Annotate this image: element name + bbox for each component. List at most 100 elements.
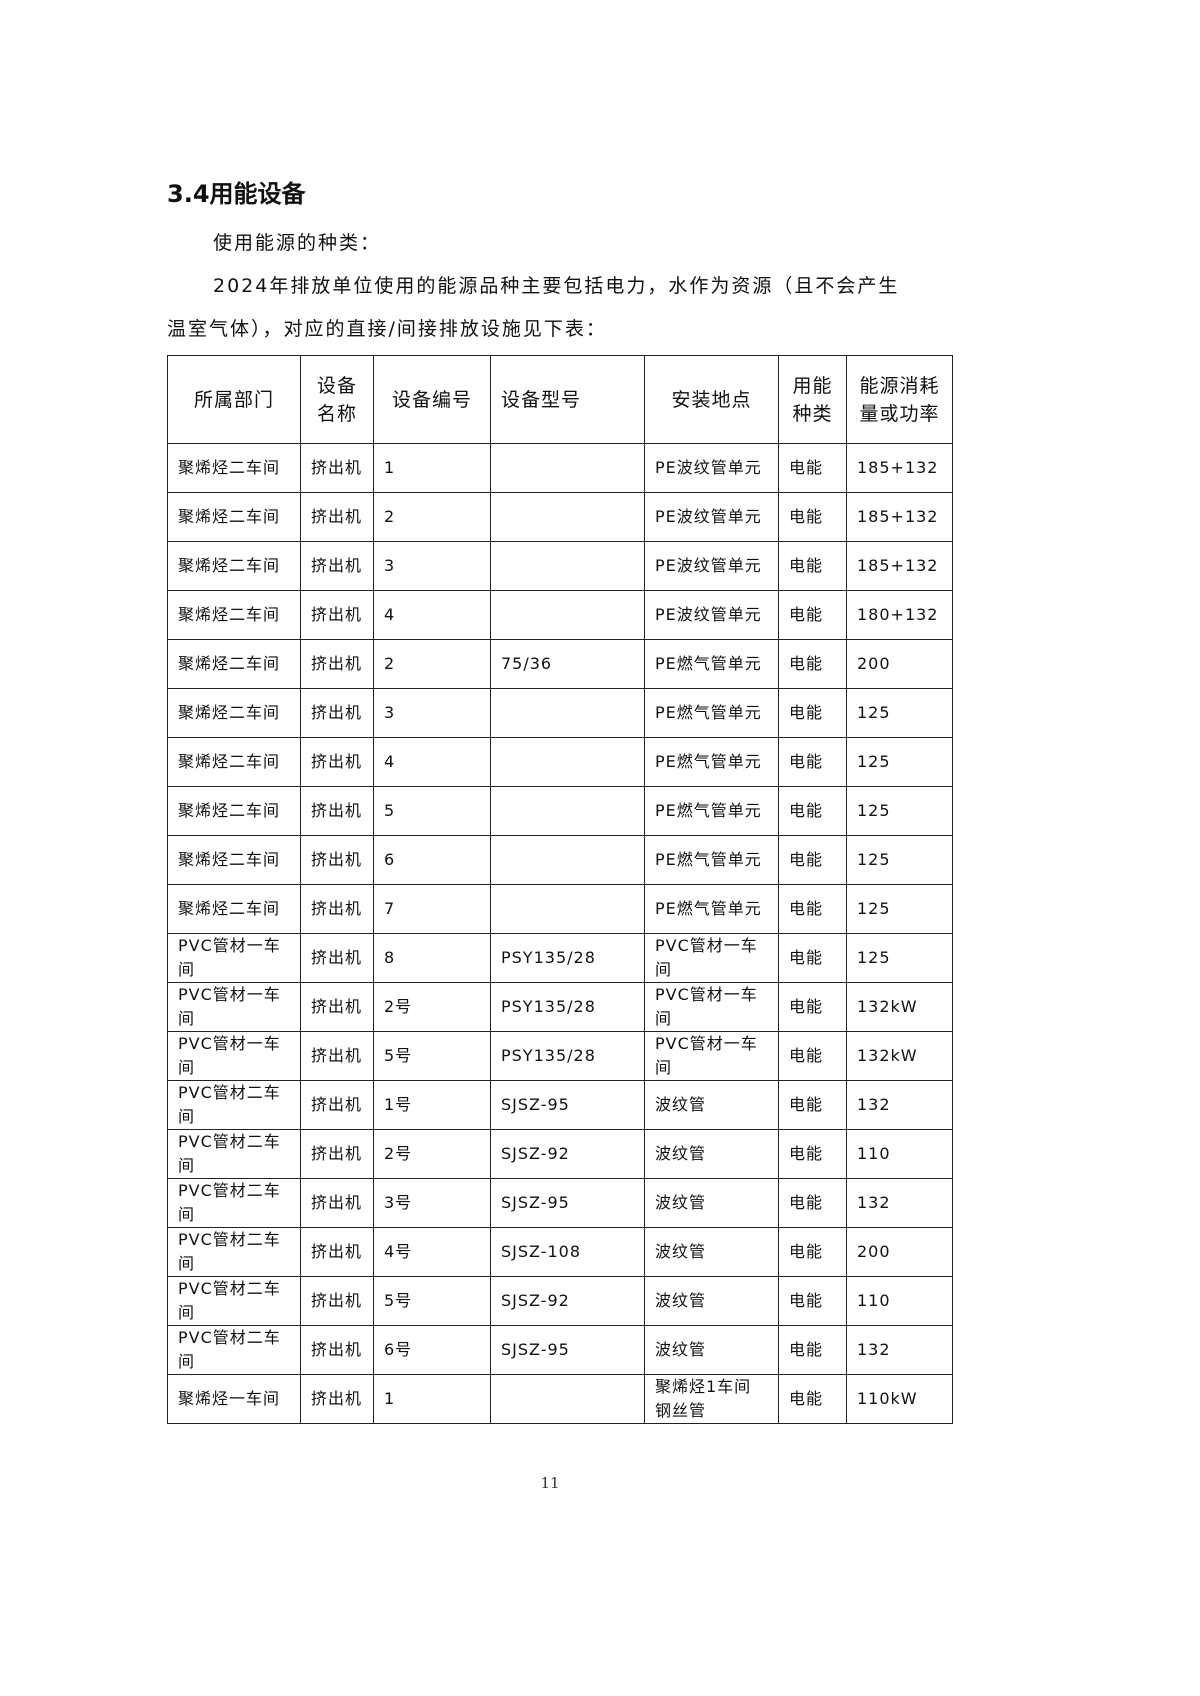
paragraph-energy-types: 使用能源的种类： (213, 232, 382, 254)
table-cell (490, 590, 645, 640)
table-cell: 125 (846, 737, 953, 787)
table-row: 聚烯烃二车间 挤出机 3 PE燃气管单元 电能 125 (167, 688, 953, 738)
equipment-table: 所属部门 设备名称 设备编号 设备型号 安装地点 用能种类 能源消耗量或功率 聚烯烃二车间挤… (167, 355, 953, 1424)
paragraph-line-2: 温室气体），对应的直接/间接排放设施见下表： (167, 318, 607, 340)
table-cell: SJSZ-95 (490, 1178, 645, 1228)
table-cell: 电能 (778, 884, 847, 934)
table-cell: 125 (846, 835, 953, 885)
table-cell: 聚烯烃二车间 (167, 884, 301, 934)
table-cell: 电能 (778, 492, 847, 542)
table-cell: 4 (373, 590, 491, 640)
table-cell: 聚烯烃二车间 (167, 590, 301, 640)
table-cell: 挤出机 (300, 1080, 374, 1130)
table-cell: PVC管材二车间 (167, 1129, 301, 1179)
table-cell: 电能 (778, 933, 847, 983)
table-cell: 聚烯烃一车间 (167, 1374, 301, 1424)
table-cell: 电能 (778, 443, 847, 493)
table-row: PVC管材二车间 挤出机 1号 SJSZ-95 波纹管 电能 132 (167, 1080, 953, 1130)
table-cell: 6号 (373, 1325, 491, 1375)
table-cell: 挤出机 (300, 1178, 374, 1228)
table-cell: 电能 (778, 1325, 847, 1375)
table-cell: 电能 (778, 737, 847, 787)
table-row: PVC管材二车间 挤出机 5号 SJSZ-92 波纹管 电能 110 (167, 1276, 953, 1326)
table-cell (490, 443, 645, 493)
table-cell: 4号 (373, 1227, 491, 1277)
paragraph-line-1: 2024年排放单位使用的能源品种主要包括电力，水作为资源（且不会产生 (213, 275, 900, 297)
table-cell: 聚烯烃二车间 (167, 786, 301, 836)
table-cell: PE燃气管单元 (644, 786, 779, 836)
table-cell: 挤出机 (300, 737, 374, 787)
column-header: 用能种类 (778, 355, 847, 444)
table-cell: 185+132 (846, 443, 953, 493)
table-cell: 聚烯烃二车间 (167, 737, 301, 787)
table-cell: 挤出机 (300, 1031, 374, 1081)
table-cell: 125 (846, 786, 953, 836)
table-cell: 185+132 (846, 541, 953, 591)
table-cell: 电能 (778, 1178, 847, 1228)
table-cell: 3 (373, 688, 491, 738)
table-cell: 132kW (846, 982, 953, 1032)
table-row: PVC管材二车间 挤出机 6号 SJSZ-95 波纹管 电能 132 (167, 1325, 953, 1375)
table-cell: PSY135/28 (490, 1031, 645, 1081)
table-cell: 132 (846, 1325, 953, 1375)
table-cell: SJSZ-108 (490, 1227, 645, 1277)
table-cell: 1号 (373, 1080, 491, 1130)
table-cell: PVC管材二车间 (167, 1227, 301, 1277)
table-cell (490, 737, 645, 787)
table-cell: 132kW (846, 1031, 953, 1081)
table-cell: 110 (846, 1276, 953, 1326)
table-cell: 波纹管 (644, 1325, 779, 1375)
table-cell: 波纹管 (644, 1178, 779, 1228)
column-header: 能源消耗量或功率 (846, 355, 953, 444)
table-cell: 聚烯烃二车间 (167, 639, 301, 689)
table-cell: 5号 (373, 1276, 491, 1326)
table-cell: 聚烯烃二车间 (167, 541, 301, 591)
table-cell: 6 (373, 835, 491, 885)
table-row: 聚烯烃二车间 挤出机 2 PE波纹管单元 电能 185+132 (167, 492, 953, 542)
table-cell (490, 541, 645, 591)
table-cell: 挤出机 (300, 443, 374, 493)
table-cell: 电能 (778, 1129, 847, 1179)
table-cell: 7 (373, 884, 491, 934)
table-cell: 5 (373, 786, 491, 836)
table-cell: 3号 (373, 1178, 491, 1228)
table-cell: 挤出机 (300, 982, 374, 1032)
table-cell: 挤出机 (300, 492, 374, 542)
table-cell: PE燃气管单元 (644, 737, 779, 787)
table-cell: 132 (846, 1178, 953, 1228)
table-cell: SJSZ-92 (490, 1129, 645, 1179)
table-cell: 挤出机 (300, 639, 374, 689)
table-cell: 挤出机 (300, 688, 374, 738)
table-cell: 1 (373, 443, 491, 493)
table-cell: PE波纹管单元 (644, 590, 779, 640)
table-cell: 5号 (373, 1031, 491, 1081)
table-cell (490, 688, 645, 738)
table-cell: 电能 (778, 639, 847, 689)
table-cell: PE波纹管单元 (644, 443, 779, 493)
table-cell: 110kW (846, 1374, 953, 1424)
table-cell: 电能 (778, 1227, 847, 1277)
table-cell: PVC管材二车间 (167, 1178, 301, 1228)
column-header: 安装地点 (644, 355, 779, 444)
table-cell: 聚烯烃二车间 (167, 835, 301, 885)
table-cell: PVC管材二车间 (167, 1276, 301, 1326)
table-cell: PVC管材一车间 (644, 1031, 779, 1081)
table-cell (490, 1374, 645, 1424)
table-cell: 125 (846, 688, 953, 738)
table-cell: 185+132 (846, 492, 953, 542)
table-cell: 电能 (778, 688, 847, 738)
table-cell: 1 (373, 1374, 491, 1424)
table-row: 聚烯烃二车间 挤出机 6 PE燃气管单元 电能 125 (167, 835, 953, 885)
table-cell: 180+132 (846, 590, 953, 640)
table-cell: PVC管材二车间 (167, 1325, 301, 1375)
table-row: PVC管材一车间 挤出机 5号 PSY135/28 PVC管材一车间 电能 132kW (167, 1031, 953, 1081)
table-cell: 2 (373, 492, 491, 542)
table-cell: 电能 (778, 786, 847, 836)
table-cell: 电能 (778, 1080, 847, 1130)
table-cell: 132 (846, 1080, 953, 1130)
table-cell (490, 835, 645, 885)
table-cell (490, 884, 645, 934)
table-cell: 波纹管 (644, 1227, 779, 1277)
table-cell: 聚烯烃1车间钢丝管 (644, 1374, 779, 1424)
table-row: PVC管材二车间 挤出机 3号 SJSZ-95 波纹管 电能 132 (167, 1178, 953, 1228)
